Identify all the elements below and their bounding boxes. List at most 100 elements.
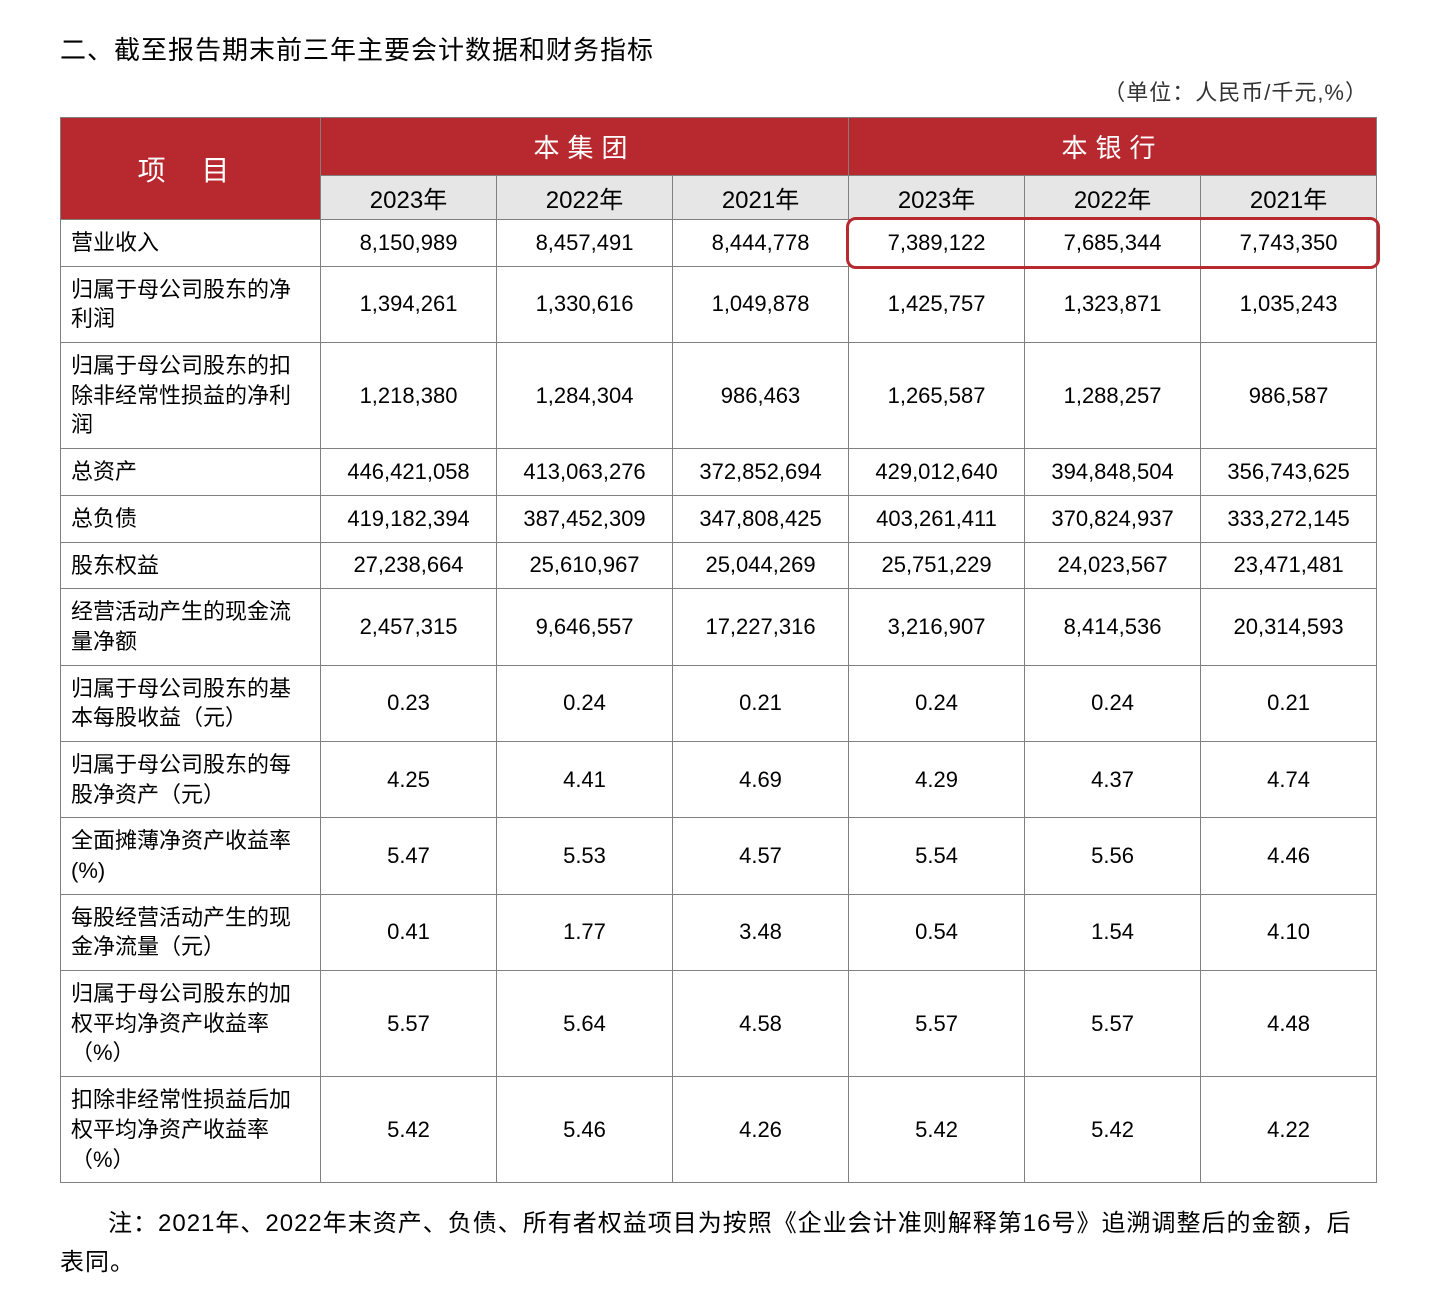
table-row: 总资产446,421,058413,063,276372,852,694429,… <box>61 449 1377 496</box>
data-cell: 986,463 <box>673 343 849 449</box>
header-group: 本集团 <box>321 118 849 176</box>
data-cell: 5.46 <box>497 1077 673 1183</box>
data-cell: 0.24 <box>849 665 1025 741</box>
data-cell: 7,743,350 <box>1201 220 1377 267</box>
data-cell: 8,444,778 <box>673 220 849 267</box>
table-row: 全面摊薄净资产收益率(%)5.475.534.575.545.564.46 <box>61 818 1377 894</box>
table-row: 归属于母公司股东的净利润1,394,2611,330,6161,049,8781… <box>61 266 1377 342</box>
data-cell: 4.25 <box>321 741 497 817</box>
table-row: 扣除非经常性损益后加权平均净资产收益率（%）5.425.464.265.425.… <box>61 1077 1377 1183</box>
data-cell: 370,824,937 <box>1025 495 1201 542</box>
data-cell: 9,646,557 <box>497 589 673 665</box>
data-cell: 0.21 <box>673 665 849 741</box>
data-cell: 986,587 <box>1201 343 1377 449</box>
data-cell: 1,323,871 <box>1025 266 1201 342</box>
data-cell: 1,394,261 <box>321 266 497 342</box>
data-cell: 372,852,694 <box>673 449 849 496</box>
year-cell: 2023年 <box>321 176 497 220</box>
data-cell: 419,182,394 <box>321 495 497 542</box>
year-cell: 2023年 <box>849 176 1025 220</box>
row-label: 股东权益 <box>61 542 321 589</box>
table-row: 归属于母公司股东的加权平均净资产收益率（%）5.575.644.585.575.… <box>61 971 1377 1077</box>
data-cell: 1,049,878 <box>673 266 849 342</box>
data-cell: 446,421,058 <box>321 449 497 496</box>
data-cell: 17,227,316 <box>673 589 849 665</box>
row-label: 归属于母公司股东的加权平均净资产收益率（%） <box>61 971 321 1077</box>
data-cell: 5.42 <box>849 1077 1025 1183</box>
data-cell: 5.57 <box>1025 971 1201 1077</box>
year-cell: 2022年 <box>497 176 673 220</box>
data-cell: 5.57 <box>849 971 1025 1077</box>
data-cell: 1,265,587 <box>849 343 1025 449</box>
data-cell: 5.64 <box>497 971 673 1077</box>
table-row: 营业收入8,150,9898,457,4918,444,7787,389,122… <box>61 220 1377 267</box>
data-cell: 25,751,229 <box>849 542 1025 589</box>
data-cell: 0.24 <box>1025 665 1201 741</box>
data-cell: 4.57 <box>673 818 849 894</box>
data-cell: 8,414,536 <box>1025 589 1201 665</box>
row-label: 归属于母公司股东的净利润 <box>61 266 321 342</box>
data-cell: 5.56 <box>1025 818 1201 894</box>
data-cell: 0.41 <box>321 894 497 970</box>
data-cell: 25,610,967 <box>497 542 673 589</box>
data-cell: 4.48 <box>1201 971 1377 1077</box>
table-row: 每股经营活动产生的现金净流量（元）0.411.773.480.541.544.1… <box>61 894 1377 970</box>
data-cell: 27,238,664 <box>321 542 497 589</box>
data-cell: 1,284,304 <box>497 343 673 449</box>
row-label: 总负债 <box>61 495 321 542</box>
data-cell: 3,216,907 <box>849 589 1025 665</box>
data-cell: 1,425,757 <box>849 266 1025 342</box>
data-cell: 1.77 <box>497 894 673 970</box>
data-cell: 4.46 <box>1201 818 1377 894</box>
data-cell: 347,808,425 <box>673 495 849 542</box>
table-body: 营业收入8,150,9898,457,4918,444,7787,389,122… <box>61 220 1377 1183</box>
table-row: 归属于母公司股东的每股净资产（元）4.254.414.694.294.374.7… <box>61 741 1377 817</box>
data-cell: 20,314,593 <box>1201 589 1377 665</box>
data-cell: 0.21 <box>1201 665 1377 741</box>
data-cell: 4.74 <box>1201 741 1377 817</box>
data-cell: 387,452,309 <box>497 495 673 542</box>
data-cell: 5.42 <box>321 1077 497 1183</box>
row-label: 归属于母公司股东的扣除非经常性损益的净利润 <box>61 343 321 449</box>
data-cell: 25,044,269 <box>673 542 849 589</box>
data-cell: 333,272,145 <box>1201 495 1377 542</box>
data-cell: 7,685,344 <box>1025 220 1201 267</box>
data-cell: 5.53 <box>497 818 673 894</box>
data-cell: 24,023,567 <box>1025 542 1201 589</box>
row-label: 全面摊薄净资产收益率(%) <box>61 818 321 894</box>
data-cell: 5.57 <box>321 971 497 1077</box>
row-label: 经营活动产生的现金流量净额 <box>61 589 321 665</box>
data-cell: 0.54 <box>849 894 1025 970</box>
data-cell: 413,063,276 <box>497 449 673 496</box>
data-cell: 1,035,243 <box>1201 266 1377 342</box>
data-cell: 4.69 <box>673 741 849 817</box>
data-cell: 4.29 <box>849 741 1025 817</box>
section-title: 二、截至报告期末前三年主要会计数据和财务指标 <box>60 30 1376 67</box>
data-cell: 4.10 <box>1201 894 1377 970</box>
data-cell: 8,150,989 <box>321 220 497 267</box>
table-row: 股东权益27,238,66425,610,96725,044,26925,751… <box>61 542 1377 589</box>
data-cell: 7,389,122 <box>849 220 1025 267</box>
year-cell: 2021年 <box>1201 176 1377 220</box>
data-cell: 356,743,625 <box>1201 449 1377 496</box>
data-cell: 3.48 <box>673 894 849 970</box>
data-cell: 8,457,491 <box>497 220 673 267</box>
row-label: 营业收入 <box>61 220 321 267</box>
data-cell: 1,330,616 <box>497 266 673 342</box>
financial-table: 项 目 本集团 本银行 2023年 2022年 2021年 2023年 2022… <box>60 117 1377 1183</box>
data-cell: 429,012,640 <box>849 449 1025 496</box>
footnote: 注：2021年、2022年末资产、负债、所有者权益项目为按照《企业会计准则解释第… <box>60 1205 1376 1282</box>
data-cell: 4.41 <box>497 741 673 817</box>
data-cell: 403,261,411 <box>849 495 1025 542</box>
row-label: 归属于母公司股东的基本每股收益（元） <box>61 665 321 741</box>
row-label: 每股经营活动产生的现金净流量（元） <box>61 894 321 970</box>
data-cell: 4.26 <box>673 1077 849 1183</box>
row-label: 总资产 <box>61 449 321 496</box>
unit-label: （单位：人民币/千元,%） <box>60 75 1376 107</box>
header-bank: 本银行 <box>849 118 1377 176</box>
data-cell: 4.37 <box>1025 741 1201 817</box>
table-row: 经营活动产生的现金流量净额2,457,3159,646,55717,227,31… <box>61 589 1377 665</box>
data-cell: 1,218,380 <box>321 343 497 449</box>
data-cell: 0.24 <box>497 665 673 741</box>
data-cell: 1.54 <box>1025 894 1201 970</box>
